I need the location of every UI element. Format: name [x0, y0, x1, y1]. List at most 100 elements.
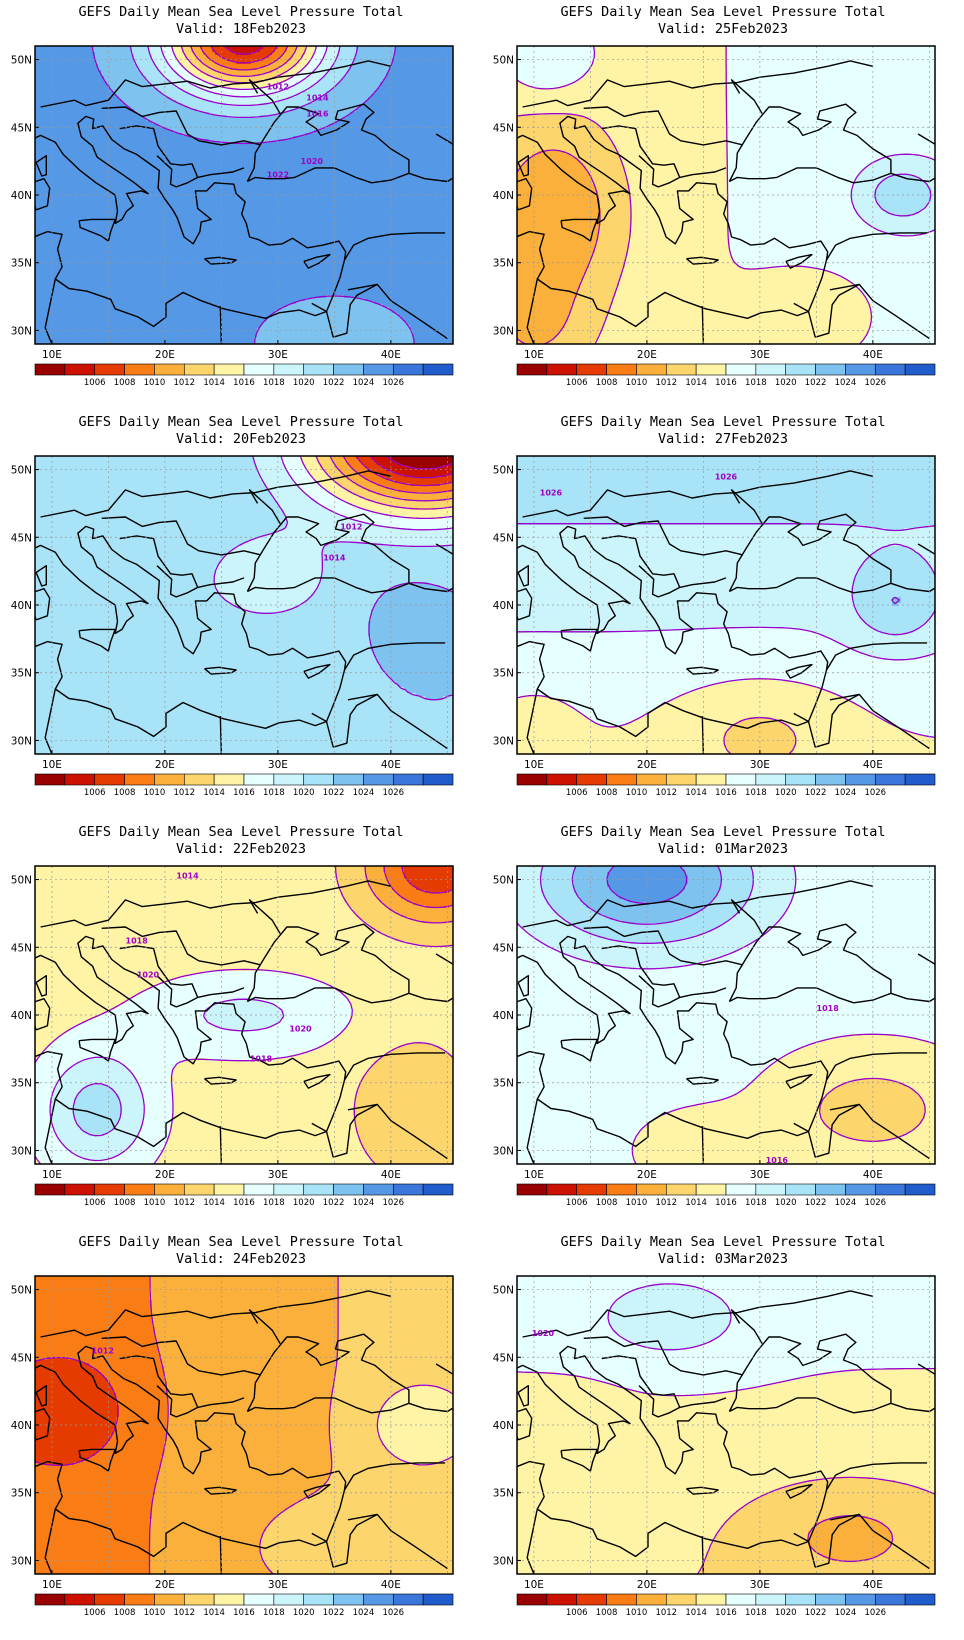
lat-tick-label: 45N [493, 122, 514, 134]
color-bar-swatch [393, 1594, 423, 1605]
color-bar-label: 1022 [323, 378, 345, 388]
map-panel: GEFS Daily Mean Sea Level Pressure Total… [482, 410, 964, 820]
lat-tick-label: 30N [11, 325, 32, 337]
color-bar-label: 1014 [203, 378, 225, 388]
color-bar-label: 1006 [84, 1198, 106, 1208]
color-bar-label: 1016 [233, 1608, 255, 1618]
lat-tick-label: 35N [11, 258, 32, 270]
color-bar-swatch [517, 1594, 547, 1605]
lon-tick-label: 10E [524, 349, 544, 361]
color-bar-swatch [65, 1184, 95, 1195]
color-bar-label: 1018 [263, 788, 285, 798]
color-bar-label: 1024 [353, 1608, 375, 1618]
color-bar-label: 1006 [84, 1608, 106, 1618]
color-bar-label: 1012 [655, 378, 677, 388]
color-bar-swatch [786, 1184, 816, 1195]
color-bar-swatch [95, 1594, 125, 1605]
color-bar-label: 1022 [805, 378, 827, 388]
lat-tick-label: 45N [11, 122, 32, 134]
color-bar-swatch [35, 364, 65, 375]
color-bar-swatch [154, 1594, 184, 1605]
color-bar-swatch [363, 1184, 393, 1195]
color-bar-swatch [244, 774, 274, 785]
color-bar-label: 1026 [864, 788, 886, 798]
lon-tick-label: 30E [750, 1169, 770, 1181]
color-bar-label: 1012 [173, 1198, 195, 1208]
color-bar-label: 1008 [114, 788, 136, 798]
color-bar-swatch [244, 1594, 274, 1605]
lon-tick-label: 10E [42, 1169, 62, 1181]
lon-tick-label: 20E [155, 349, 175, 361]
color-bar-swatch [875, 364, 905, 375]
lat-tick-label: 45N [493, 1352, 514, 1364]
color-bar-swatch [756, 1594, 786, 1605]
lon-tick-label: 30E [750, 1579, 770, 1591]
lon-tick-label: 40E [381, 1579, 401, 1591]
color-bar-swatch [214, 364, 244, 375]
color-bar-swatch [607, 1184, 637, 1195]
lat-tick-label: 50N [11, 1285, 32, 1297]
color-bar-label: 1018 [745, 1198, 767, 1208]
color-bar-swatch [184, 774, 214, 785]
color-bar-swatch [666, 364, 696, 375]
color-bar-label: 1010 [144, 378, 166, 388]
isobar-label: 1020 [137, 970, 160, 979]
lat-tick-label: 30N [11, 1145, 32, 1157]
color-bar-swatch [666, 1184, 696, 1195]
color-bar-swatch [35, 1594, 65, 1605]
color-bar-label: 1012 [173, 378, 195, 388]
lon-tick-label: 10E [42, 759, 62, 771]
color-bar-swatch [125, 774, 155, 785]
color-bar-swatch [726, 1594, 756, 1605]
color-bar-label: 1010 [626, 378, 648, 388]
color-bar-swatch [636, 1594, 666, 1605]
color-bar-label: 1016 [715, 1608, 737, 1618]
color-bar-label: 1026 [382, 1198, 404, 1208]
color-bar-swatch [334, 774, 364, 785]
color-bar-label: 1020 [775, 788, 797, 798]
lat-tick-label: 40N [11, 1010, 32, 1022]
isobar-label: 1014 [176, 871, 199, 880]
lat-tick-label: 30N [493, 1555, 514, 1567]
lat-tick-label: 35N [493, 1078, 514, 1090]
color-bar-label: 1010 [626, 788, 648, 798]
map-panel: GEFS Daily Mean Sea Level Pressure Total… [482, 820, 964, 1230]
color-bar-swatch [875, 1184, 905, 1195]
color-bar-swatch [845, 1184, 875, 1195]
color-bar-label: 1016 [233, 788, 255, 798]
color-bar-label: 1008 [114, 378, 136, 388]
color-bar-label: 1022 [805, 1198, 827, 1208]
color-bar-label: 1018 [263, 1198, 285, 1208]
color-bar-label: 1022 [323, 788, 345, 798]
lat-tick-label: 35N [493, 258, 514, 270]
color-bar-swatch [304, 1594, 334, 1605]
color-bar-swatch [547, 1184, 577, 1195]
color-bar-label: 1006 [566, 1608, 588, 1618]
color-bar-swatch [393, 1184, 423, 1195]
color-bar-swatch [577, 364, 607, 375]
color-bar-label: 1020 [293, 378, 315, 388]
color-bar-label: 1012 [173, 788, 195, 798]
color-bar-swatch [845, 1594, 875, 1605]
color-bar-swatch [756, 1184, 786, 1195]
lat-tick-label: 30N [493, 1145, 514, 1157]
color-bar-label: 1018 [745, 788, 767, 798]
lat-tick-label: 45N [11, 532, 32, 544]
color-bar-swatch [875, 1594, 905, 1605]
color-bar-swatch [304, 364, 334, 375]
color-bar-swatch [905, 364, 935, 375]
lat-tick-label: 30N [493, 325, 514, 337]
color-bar-label: 1008 [114, 1198, 136, 1208]
lat-tick-label: 30N [11, 1555, 32, 1567]
color-bar-swatch [154, 1184, 184, 1195]
lon-tick-label: 20E [637, 1579, 657, 1591]
color-bar-label: 1020 [775, 1608, 797, 1618]
lon-tick-label: 30E [268, 1579, 288, 1591]
color-bar-swatch [726, 364, 756, 375]
color-bar-swatch [756, 364, 786, 375]
color-bar-swatch [423, 364, 453, 375]
lon-tick-label: 30E [268, 759, 288, 771]
